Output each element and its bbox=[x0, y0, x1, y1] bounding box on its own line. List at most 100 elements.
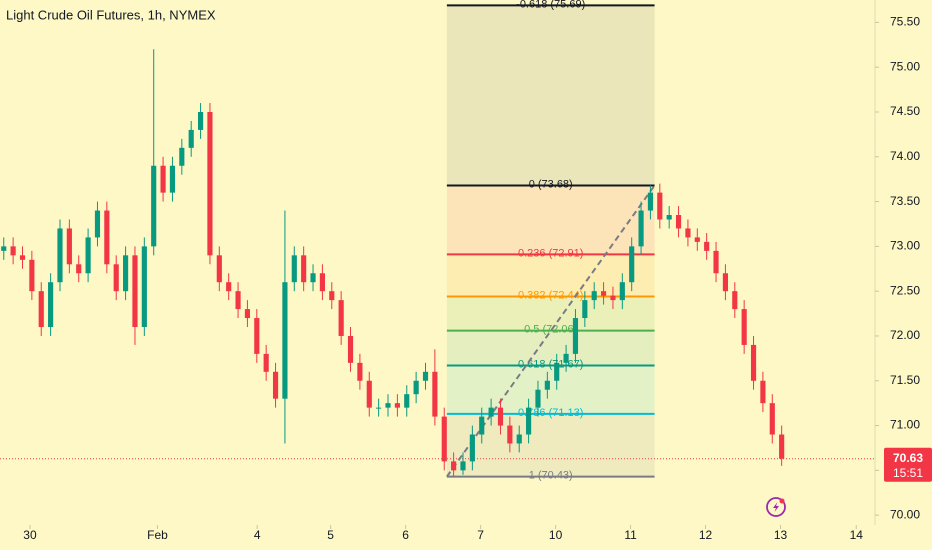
candle-body bbox=[160, 165, 166, 193]
y-tick-label: 71.50 bbox=[890, 373, 920, 387]
candle-body bbox=[619, 282, 625, 301]
candle-body bbox=[188, 129, 194, 148]
last-price-tag bbox=[884, 447, 932, 482]
candle-body bbox=[479, 416, 485, 435]
y-tick-label: 74.00 bbox=[890, 149, 920, 163]
y-tick-label: 74.50 bbox=[890, 104, 920, 118]
x-tick-label: 10 bbox=[549, 528, 563, 542]
y-tick-label: 73.00 bbox=[890, 239, 920, 253]
fib-label: 0.382 (72.44) bbox=[518, 289, 583, 301]
candle-body bbox=[413, 380, 419, 395]
fib-label: 0.786 (71.13) bbox=[518, 407, 583, 419]
candle-body bbox=[713, 250, 719, 274]
alert-icon bbox=[766, 497, 786, 517]
candle-body bbox=[610, 295, 616, 301]
y-tick-label: 71.00 bbox=[890, 418, 920, 432]
candle-body bbox=[601, 291, 607, 296]
candle-body bbox=[704, 241, 710, 251]
candle-body bbox=[94, 210, 101, 238]
candle-body bbox=[235, 291, 241, 310]
fib-label: 0.618 (71.67) bbox=[518, 358, 583, 370]
candle-body bbox=[666, 215, 672, 220]
fib-zone bbox=[446, 185, 655, 255]
candle-body bbox=[254, 318, 260, 354]
candle-body bbox=[338, 300, 344, 336]
candle-body bbox=[66, 228, 72, 265]
fib-label: 0.236 (72.91) bbox=[518, 247, 583, 259]
candle-body bbox=[113, 264, 119, 292]
x-tick-label: 14 bbox=[850, 528, 864, 542]
candle-body bbox=[263, 353, 269, 372]
candle-body bbox=[544, 380, 550, 390]
candle-body bbox=[244, 309, 251, 319]
candle-body bbox=[385, 403, 391, 408]
candle-body bbox=[347, 335, 354, 363]
candle-body bbox=[179, 147, 185, 166]
candle-body bbox=[638, 210, 644, 247]
candle-body bbox=[169, 165, 176, 193]
candle-body bbox=[10, 246, 16, 256]
x-tick-label: 4 bbox=[254, 528, 261, 542]
candle-body bbox=[48, 282, 54, 328]
candle-body bbox=[722, 273, 728, 292]
candle-body bbox=[497, 407, 504, 426]
x-tick-label: 5 bbox=[327, 528, 334, 542]
candle-body bbox=[582, 300, 588, 319]
candle-body bbox=[141, 246, 147, 328]
candle-body bbox=[657, 192, 663, 220]
fib-zone bbox=[446, 413, 655, 477]
candle-body bbox=[526, 407, 532, 435]
candle-body bbox=[488, 407, 494, 417]
x-tick-label: 12 bbox=[699, 528, 713, 542]
candle-body bbox=[104, 210, 110, 265]
fib-zone bbox=[446, 5, 655, 186]
candle-body bbox=[376, 407, 382, 409]
candle-body bbox=[460, 461, 466, 471]
candle-body bbox=[85, 237, 91, 274]
candle-body bbox=[151, 165, 157, 247]
candle-body bbox=[357, 362, 363, 381]
candle-body bbox=[432, 371, 438, 417]
x-tick-label: 11 bbox=[624, 528, 637, 542]
candle-body bbox=[282, 282, 288, 399]
y-tick-label: 75.50 bbox=[890, 15, 920, 29]
candle-body bbox=[329, 291, 335, 301]
y-tick-label: 70.00 bbox=[890, 507, 920, 521]
x-tick-label: 30 bbox=[23, 528, 37, 542]
fib-label: 0 (73.68) bbox=[529, 178, 573, 190]
y-tick-label: 72.00 bbox=[890, 328, 920, 342]
candle-body bbox=[76, 264, 82, 274]
candle-body bbox=[694, 237, 700, 242]
candle-body bbox=[29, 259, 35, 292]
fib-zone bbox=[446, 330, 655, 366]
candle-body bbox=[197, 111, 204, 130]
candle-body bbox=[38, 291, 44, 328]
candle-body bbox=[366, 380, 372, 408]
candle-body bbox=[310, 273, 316, 283]
last-price-label: 70.63 bbox=[893, 451, 923, 465]
fib-zone bbox=[446, 365, 655, 414]
candle-body bbox=[469, 434, 475, 462]
candle-body bbox=[516, 434, 522, 444]
y-tick-label: 73.50 bbox=[890, 194, 920, 208]
candle-body bbox=[207, 111, 213, 256]
candle-body bbox=[1, 246, 7, 251]
y-tick-label: 75.00 bbox=[890, 59, 920, 73]
candle-body bbox=[572, 318, 579, 354]
candle-body bbox=[272, 371, 279, 399]
candle-body bbox=[216, 255, 222, 283]
candle-body bbox=[732, 291, 738, 310]
fib-zone bbox=[446, 296, 655, 331]
chart-title: Light Crude Oil Futures, 1h, NYMEX bbox=[6, 7, 216, 22]
candle-body bbox=[563, 353, 569, 363]
candle-body bbox=[441, 416, 447, 462]
candle-body bbox=[750, 344, 757, 381]
candle-body bbox=[675, 215, 682, 229]
x-tick-label: 7 bbox=[477, 528, 484, 542]
candle-body bbox=[226, 282, 232, 292]
y-tick-label: 72.50 bbox=[890, 283, 920, 297]
x-tick-label: Feb bbox=[147, 528, 168, 542]
x-tick-label: 13 bbox=[774, 528, 788, 542]
candle-body bbox=[685, 228, 691, 238]
candle-body bbox=[422, 371, 429, 381]
